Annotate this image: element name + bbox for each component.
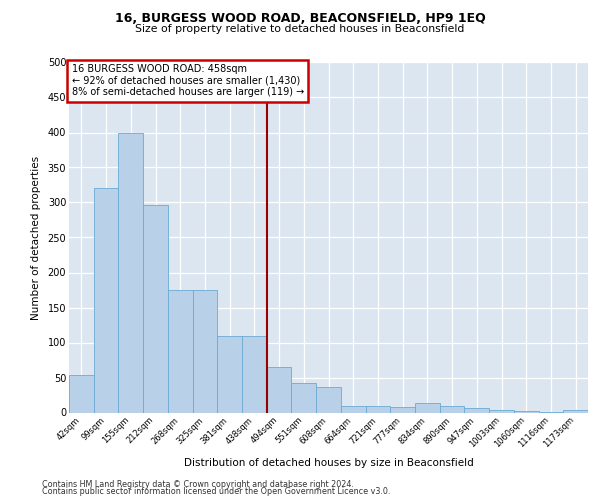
Bar bbox=[242, 336, 267, 412]
Bar bbox=[464, 408, 489, 412]
Bar bbox=[489, 410, 514, 412]
Text: 16 BURGESS WOOD ROAD: 458sqm
← 92% of detached houses are smaller (1,430)
8% of : 16 BURGESS WOOD ROAD: 458sqm ← 92% of de… bbox=[71, 64, 304, 98]
Bar bbox=[316, 386, 341, 412]
Bar bbox=[267, 367, 292, 412]
Bar bbox=[415, 404, 440, 412]
Bar bbox=[563, 410, 588, 412]
X-axis label: Distribution of detached houses by size in Beaconsfield: Distribution of detached houses by size … bbox=[184, 458, 473, 468]
Text: Contains HM Land Registry data © Crown copyright and database right 2024.: Contains HM Land Registry data © Crown c… bbox=[42, 480, 354, 489]
Bar bbox=[514, 411, 539, 412]
Text: Contains public sector information licensed under the Open Government Licence v3: Contains public sector information licen… bbox=[42, 488, 391, 496]
Bar bbox=[193, 290, 217, 412]
Y-axis label: Number of detached properties: Number of detached properties bbox=[31, 156, 41, 320]
Text: 16, BURGESS WOOD ROAD, BEACONSFIELD, HP9 1EQ: 16, BURGESS WOOD ROAD, BEACONSFIELD, HP9… bbox=[115, 12, 485, 26]
Bar bbox=[217, 336, 242, 412]
Bar bbox=[69, 376, 94, 412]
Bar bbox=[168, 290, 193, 412]
Bar bbox=[390, 407, 415, 412]
Bar bbox=[94, 188, 118, 412]
Bar bbox=[118, 132, 143, 412]
Bar bbox=[440, 406, 464, 412]
Text: Size of property relative to detached houses in Beaconsfield: Size of property relative to detached ho… bbox=[136, 24, 464, 34]
Bar bbox=[292, 383, 316, 412]
Bar bbox=[143, 204, 168, 412]
Bar bbox=[365, 406, 390, 412]
Bar bbox=[341, 406, 365, 412]
